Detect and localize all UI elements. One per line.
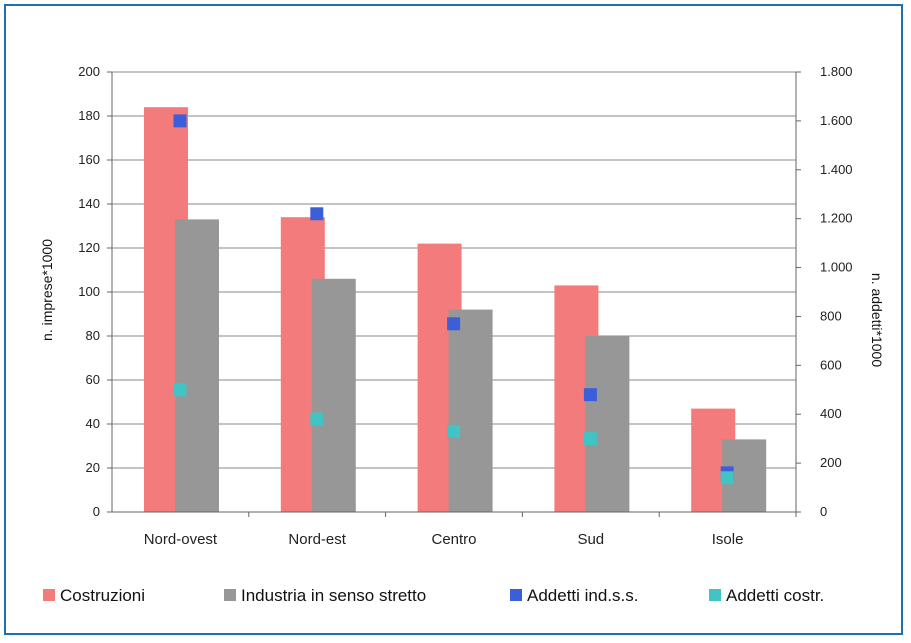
y-tick-label: 80	[86, 328, 100, 343]
legend-swatch	[43, 589, 55, 601]
legend-label: Costruzioni	[60, 586, 145, 605]
y2-tick-label: 200	[820, 455, 842, 470]
marker	[173, 114, 187, 128]
x-tick-label: Sud	[577, 531, 604, 548]
y2-tick-label: 800	[820, 308, 842, 323]
markers	[173, 114, 734, 485]
bar	[585, 336, 630, 512]
marker	[583, 432, 597, 446]
bar	[311, 278, 356, 512]
legend-swatch	[224, 589, 236, 601]
marker	[310, 412, 324, 426]
legend: Costruzioni Industria in senso stretto Add…	[43, 586, 824, 605]
legend-label: Addetti costr.	[726, 586, 824, 605]
y-tick-label: 100	[78, 284, 100, 299]
marker	[720, 471, 734, 485]
marker	[583, 388, 597, 402]
x-tick-label: Centro	[431, 531, 476, 548]
y-tick-labels: 0 20 40 60 80 100 120 140 160 180 200	[78, 64, 100, 519]
marker	[310, 207, 324, 221]
y2-tick-labels: 0 200 400 600 800 1.000 1.200 1.400 1.600 1.800	[820, 64, 853, 519]
y2-tick-label: 0	[820, 504, 827, 519]
marker	[447, 317, 461, 331]
y-tick-label: 40	[86, 416, 100, 431]
y2-axis-title: n. addetti*1000	[869, 273, 885, 367]
y2-tick-label: 1.400	[820, 162, 853, 177]
bar	[175, 219, 219, 512]
y-tick-label: 0	[93, 504, 100, 519]
y-axis-title: n. imprese*1000	[39, 239, 55, 341]
x-tick-label: Nord-ovest	[144, 531, 218, 548]
axes	[111, 72, 797, 517]
y-tick-label: 200	[78, 64, 100, 79]
x-tick-label: Nord-est	[288, 531, 346, 548]
bars	[144, 107, 767, 512]
y-tick-label: 180	[78, 108, 100, 123]
y-tick-label: 140	[78, 196, 100, 211]
y2-tick-label: 1.200	[820, 211, 853, 226]
legend-label: Addetti ind.s.s.	[527, 586, 639, 605]
y2-tick-label: 600	[820, 357, 842, 372]
y2-tick-label: 1.600	[820, 113, 853, 128]
legend-swatch	[510, 589, 522, 601]
y-tick-label: 120	[78, 240, 100, 255]
marker	[173, 383, 187, 397]
legend-label: Industria in senso stretto	[241, 586, 426, 605]
x-tick-label: Isole	[712, 531, 744, 548]
y2-tick-label: 1.000	[820, 260, 853, 275]
y-tick-label: 20	[86, 460, 100, 475]
y-tick-label: 60	[86, 372, 100, 387]
legend-swatch	[709, 589, 721, 601]
y2-tick-label: 400	[820, 406, 842, 421]
x-tick-labels: Nord-ovest Nord-est Centro Sud Isole	[144, 531, 744, 548]
y-tick-label: 160	[78, 152, 100, 167]
y2-tick-label: 1.800	[820, 64, 853, 79]
marker	[447, 424, 461, 438]
bar	[448, 309, 493, 512]
chart-frame	[4, 4, 903, 635]
